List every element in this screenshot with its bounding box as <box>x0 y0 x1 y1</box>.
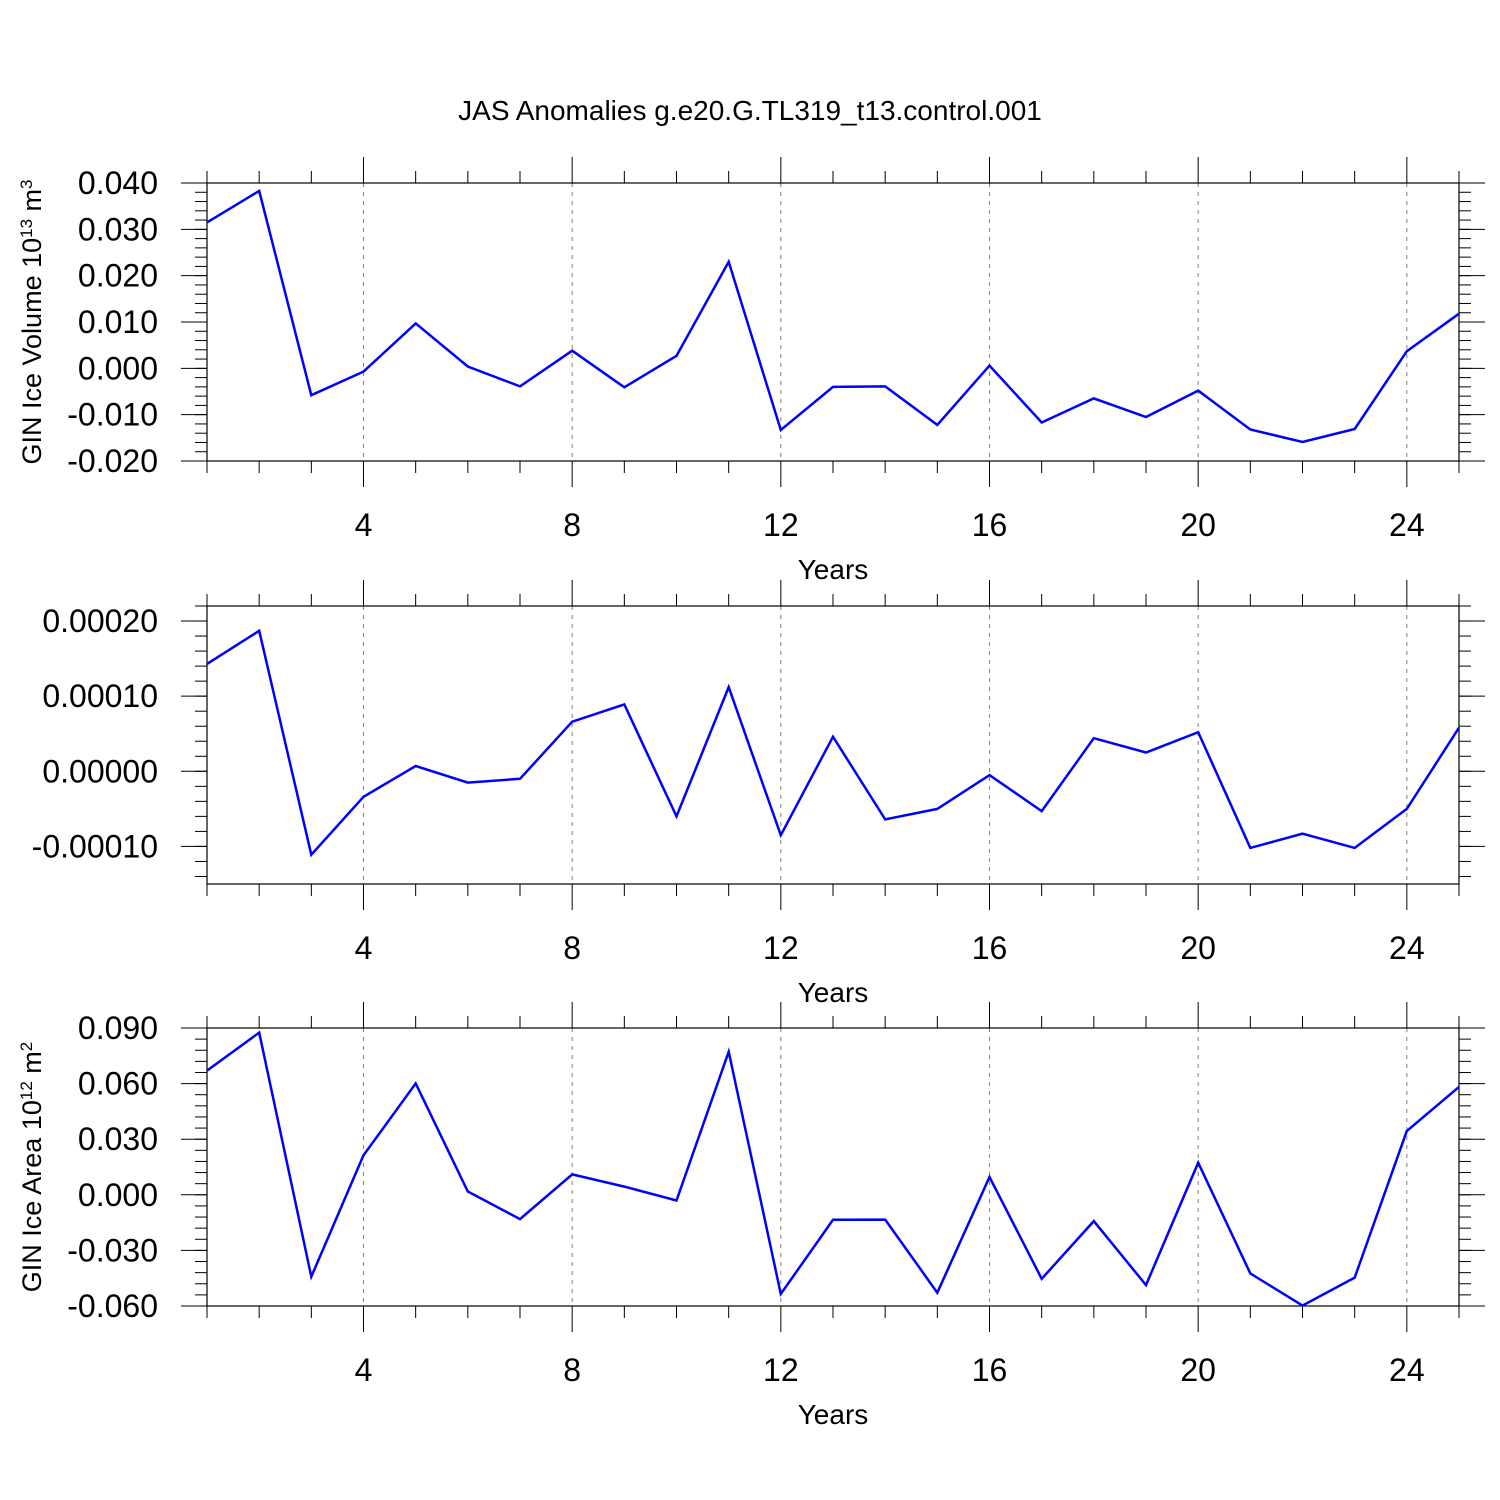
x-tick-label: 16 <box>972 930 1008 966</box>
x-tick-label: 4 <box>355 1352 373 1388</box>
y-axis-label-unit-exponent: 3 <box>17 179 36 188</box>
series-line <box>206 1030 1460 1308</box>
x-tick-label: 20 <box>1180 1352 1216 1388</box>
panels: 4 8 12 16 20 240.0400.0300.0200.0100.000-0.01… <box>17 157 1485 1430</box>
y-tick-label: 0.030 <box>78 1121 158 1157</box>
x-tick-label: 20 <box>1180 930 1216 966</box>
y-tick-label: 0.040 <box>78 165 158 201</box>
x-tick-label: 12 <box>763 1352 799 1388</box>
plot-frame <box>206 1027 1460 1307</box>
y-tick-label: -0.00010 <box>32 828 158 864</box>
x-tick-label: 24 <box>1389 930 1425 966</box>
x-tick-label: 8 <box>563 507 581 543</box>
y-axis-label-exponent: 12 <box>17 1081 36 1100</box>
y-tick-label: 0.020 <box>78 258 158 294</box>
x-axis-label: Years <box>798 554 869 585</box>
y-axis-label: GIN Ice Volume 1013 m3 <box>17 179 48 464</box>
y-axis-label-unit-exponent: 2 <box>17 1042 36 1051</box>
y-tick-label: 0.000 <box>78 350 158 386</box>
y-tick-label: 0.060 <box>78 1066 158 1102</box>
x-tick-label: 12 <box>763 507 799 543</box>
y-tick-label: 0.010 <box>78 304 158 340</box>
y-axis-label-text: GIN Ice Volume 10 <box>17 238 47 465</box>
chart-panel-2: 4 8 12 16 20 24 0.00020 0.00010 0.00000 -0.00010 Y… <box>32 580 1485 1008</box>
x-tick-label: 20 <box>1180 507 1216 543</box>
y-tick-label: 0.00020 <box>42 603 158 639</box>
x-tick-label: 24 <box>1389 1352 1425 1388</box>
y-tick-label: -0.060 <box>67 1288 158 1324</box>
y-tick-label: 0.030 <box>78 211 158 247</box>
y-axis-label-unit: m <box>17 189 47 219</box>
y-tick-label: -0.010 <box>67 397 158 433</box>
chart-panel-3: 4 8 12 16 20 24 0.090 0.060 0.030 0.000 -0.030 -0.0… <box>17 1002 1485 1430</box>
y-tick-label: 0.00000 <box>42 753 158 789</box>
x-tick-label: 16 <box>972 507 1008 543</box>
y-axis-label: GIN Ice Area 1012 m2 <box>17 1042 48 1293</box>
x-tick-label: 8 <box>563 1352 581 1388</box>
x-axis-label: Years <box>798 1399 869 1430</box>
series-line <box>206 188 1460 444</box>
x-tick-label: 4 <box>355 930 373 966</box>
x-tick-label: 16 <box>972 1352 1008 1388</box>
y-tick-label: -0.030 <box>67 1232 158 1268</box>
y-tick-label: 0.00010 <box>42 678 158 714</box>
y-axis-label-exponent: 13 <box>17 219 36 238</box>
chart-title: JAS Anomalies g.e20.G.TL319_t13.control.… <box>458 95 1042 126</box>
series-line <box>206 628 1461 858</box>
x-tick-label: 4 <box>355 507 373 543</box>
y-axis-label-text: GIN Ice Area 10 <box>17 1100 47 1292</box>
chart-panel-1: 4 8 12 16 20 24 0.040 0.030 0.020 0.010 0.000 -0.01… <box>17 157 1485 585</box>
x-tick-label: 24 <box>1389 507 1425 543</box>
y-tick-label: 0.090 <box>78 1010 158 1046</box>
x-tick-label: 12 <box>763 930 799 966</box>
plot-frame <box>206 182 1460 462</box>
x-axis-label: Years <box>798 977 869 1008</box>
x-tick-label: 8 <box>563 930 581 966</box>
y-tick-label: -0.020 <box>67 443 158 479</box>
y-tick-label: 0.000 <box>78 1177 158 1213</box>
y-axis-label-unit: m <box>17 1051 47 1081</box>
